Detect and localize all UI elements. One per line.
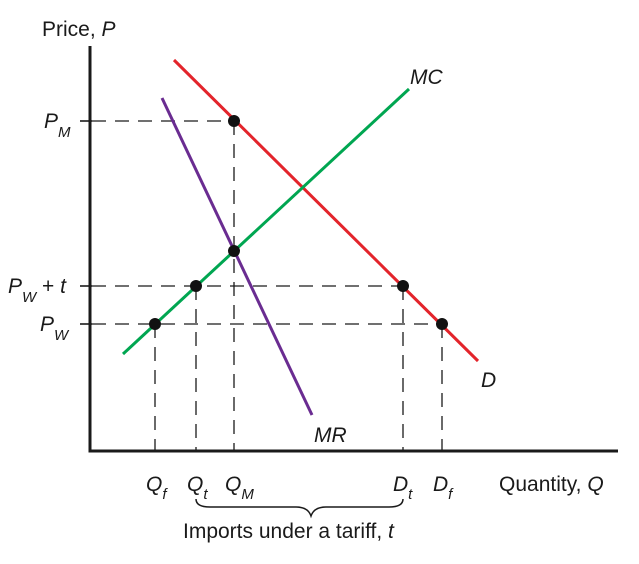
guide-lines (92, 120, 443, 450)
mr-mc-intersection-point (228, 245, 240, 257)
monopoly-price-point (228, 115, 240, 127)
pw-label: PW (40, 313, 70, 344)
qf-label: Qf (146, 473, 168, 503)
imports-annotation: Imports under a tariff, t (183, 520, 395, 543)
dt-label: Dt (393, 473, 413, 503)
demand-with-tariff-point (397, 280, 409, 292)
pm-label: PM (44, 110, 71, 141)
marginal-cost-curve (121, 87, 411, 356)
qt-label: Qt (187, 473, 208, 503)
supply-free-trade-point (149, 318, 161, 330)
demand-free-trade-point (436, 318, 448, 330)
mc-label: MC (410, 66, 443, 89)
axes (88, 46, 618, 453)
mr-label: MR (314, 424, 347, 447)
demand-label: D (481, 369, 496, 392)
x-axis-title: Quantity, Q (499, 473, 604, 496)
supply-with-tariff-point (190, 280, 202, 292)
y-axis-title: Price, P (42, 18, 116, 41)
imports-brace (195, 498, 404, 519)
marginal-revenue-curve (160, 97, 314, 416)
pwt-label: PW + t (8, 275, 67, 306)
demand-curve (172, 58, 480, 363)
points (149, 115, 448, 330)
df-label: Df (433, 473, 454, 503)
qm-label: QM (225, 473, 254, 503)
